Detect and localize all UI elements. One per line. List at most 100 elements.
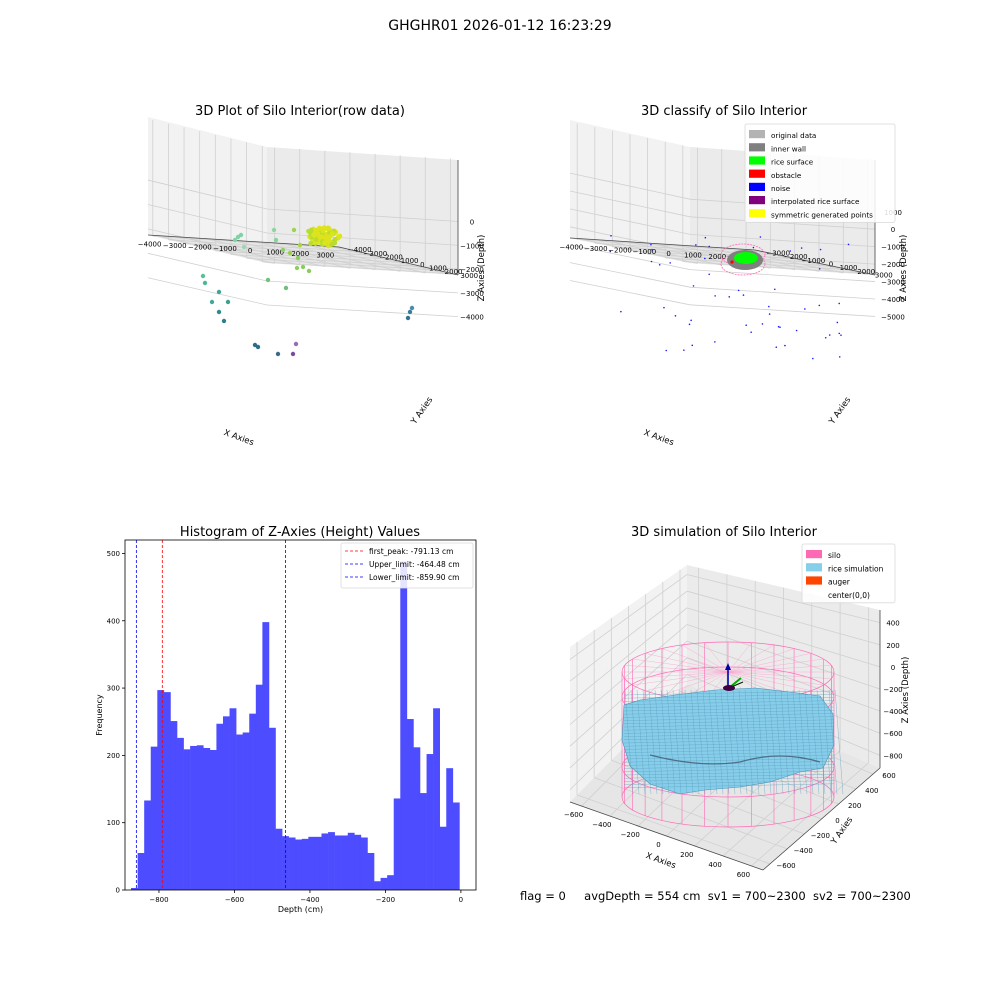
- p3-bar: [295, 839, 303, 890]
- p4-y-tick-label: 600: [882, 772, 895, 780]
- p3-bar: [203, 747, 211, 890]
- p3-x-tick-label: −800: [149, 896, 168, 904]
- p1-ygrid: [262, 261, 454, 275]
- p1-zgrid: [147, 204, 268, 234]
- footer-status: flag = 0 avgDepth = 554 cm sv1 = 700~230…: [520, 889, 911, 903]
- p4-zgrid: [569, 590, 688, 682]
- p2-noise-point: [683, 349, 685, 351]
- p4-rice-mesh: [792, 689, 802, 795]
- p2-z-tick-label: −2000: [881, 261, 905, 269]
- p1-point: [308, 240, 314, 246]
- p2-zgrid: [569, 280, 691, 306]
- p3-bar: [374, 881, 381, 890]
- p4-legend-swatch: [806, 550, 822, 559]
- p2-noise-point: [818, 304, 821, 307]
- p4-rice-mesh: [810, 689, 820, 795]
- p4-rice-mesh: [672, 689, 682, 795]
- p1-zlabel: Z Axies (Depth): [477, 235, 487, 302]
- p1-z-tick-label: −2000: [460, 266, 484, 274]
- p4-rice-mesh: [636, 689, 646, 795]
- p2-noise-point: [775, 346, 778, 349]
- p3-bar: [380, 877, 388, 890]
- p2-legend-swatch: [749, 156, 765, 165]
- p2-ygrid: [577, 239, 763, 252]
- p3-y-tick-label: 500: [107, 550, 120, 558]
- p3-bar: [321, 833, 329, 890]
- p4-zgrid: [569, 607, 688, 704]
- p1-x-tick-label: 2000: [291, 250, 309, 258]
- p2-x-tick-label: −3000: [584, 245, 608, 253]
- p2-noise-point: [838, 356, 841, 358]
- p1-xlabel: X Axies: [222, 428, 255, 448]
- p4-silo-spoke: [632, 671, 729, 686]
- p4-legend-label: auger: [828, 578, 851, 587]
- p1-y-tick-label: −3000: [364, 250, 388, 258]
- p1-zgrid: [266, 304, 459, 318]
- p3-bar: [249, 713, 257, 890]
- p2-noise-point: [737, 289, 740, 292]
- p2-noise-point: [708, 245, 711, 248]
- p3-bar: [360, 837, 368, 890]
- p2-legend-swatch: [749, 209, 765, 218]
- p4-auger-z-head: [725, 663, 731, 670]
- p4-legend: silo rice simulation auger center(0,0): [801, 543, 896, 604]
- p1-zgrid: [266, 208, 459, 222]
- p4-x-tick-label: −200: [621, 831, 640, 839]
- p4-rice-mesh: [623, 716, 835, 721]
- p1-z-tick-label: −4000: [460, 314, 484, 322]
- p2-noise-point: [658, 263, 661, 266]
- p2-noise-point: [773, 288, 776, 291]
- p1-ygrid: [199, 246, 391, 260]
- p2-z-tick-label: −3000: [881, 279, 905, 287]
- p4-x-tick-label: 0: [656, 841, 660, 849]
- p1-point: [271, 227, 277, 233]
- p1-point: [300, 264, 306, 270]
- p1-x-tick-label: −1000: [213, 245, 237, 253]
- p1-point: [265, 277, 271, 283]
- p4-z-tick-label: −600: [883, 730, 902, 738]
- p2-legend-swatch: [749, 196, 765, 205]
- p4-auger-base: [723, 685, 735, 691]
- p1-ygrid: [246, 257, 438, 271]
- p2-zgrid: [689, 234, 876, 248]
- p4-rice-mesh: [623, 722, 835, 728]
- p2-y-tick-label: −3000: [766, 250, 790, 258]
- p1-y-tick-label: 0: [420, 261, 424, 269]
- p2-y-tick-label: 3000: [875, 272, 893, 280]
- p1-point: [232, 237, 238, 243]
- p4-rice-mesh: [834, 689, 844, 795]
- p3-bar: [367, 852, 375, 890]
- p2-noise-point: [838, 302, 841, 305]
- p2-noise-point: [704, 236, 707, 239]
- p3-legend-label: Lower_limit: -859.90 cm: [369, 573, 459, 582]
- p1-point: [327, 234, 333, 240]
- p4-rice-mesh: [816, 689, 826, 795]
- p4-rice-mesh: [684, 689, 694, 795]
- p4-rice-mesh: [666, 689, 676, 795]
- p2-zgrid: [689, 251, 876, 265]
- p4-y-tick-label: 400: [865, 787, 878, 795]
- p1-title: 3D Plot of Silo Interior(row data): [195, 104, 405, 119]
- p1-z-tick-label: 0: [470, 218, 474, 226]
- p4-rice-mesh: [623, 697, 835, 702]
- p1-point: [216, 289, 222, 295]
- p2-ygrid: [629, 250, 816, 263]
- p2-x-tick-label: 2000: [708, 253, 726, 261]
- p1-zgrid: [147, 277, 268, 306]
- p1-point: [202, 280, 208, 286]
- p4-rice-mesh: [624, 689, 634, 795]
- p4-rice-mesh: [623, 742, 835, 747]
- p4-silo-spoke: [727, 648, 795, 673]
- p1-zgrid: [147, 228, 268, 258]
- p4-silo-spoke: [704, 642, 729, 673]
- p2-title: 3D classify of Silo Interior: [641, 104, 808, 119]
- p4-silo-spoke: [661, 648, 729, 673]
- p4-zgrid: [686, 590, 881, 646]
- p2-noise-point: [761, 323, 764, 325]
- p1-x-tick-label: 1000: [266, 248, 284, 256]
- p1-scatter: [200, 225, 415, 357]
- p4-rice-mesh: [768, 689, 778, 795]
- p3-bar: [341, 835, 349, 890]
- p1-point: [294, 265, 300, 271]
- p2-noise-point: [840, 334, 842, 336]
